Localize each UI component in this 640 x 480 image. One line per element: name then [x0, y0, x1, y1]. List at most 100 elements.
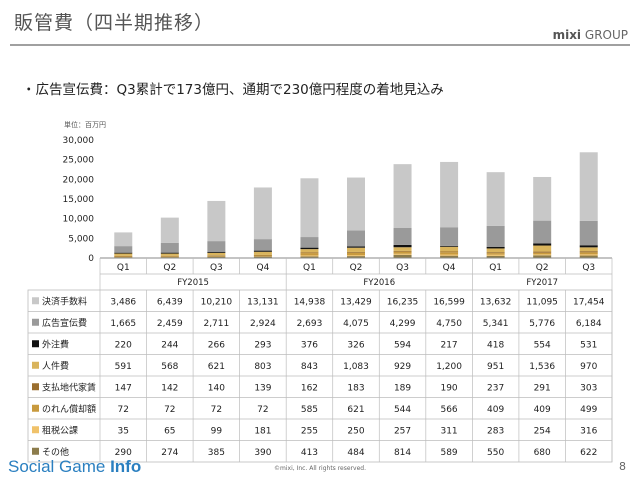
y-tick-label: 0 [88, 254, 94, 264]
bar-segment [486, 254, 505, 256]
data-cell: 290 [115, 448, 132, 458]
quarter-label: Q1 [303, 263, 316, 273]
bar-segment [300, 256, 319, 258]
page-number: 8 [619, 460, 626, 473]
bar-segment [533, 176, 552, 221]
bar-segment [347, 251, 365, 253]
data-cell: 283 [487, 426, 504, 436]
quarter-label: Q2 [536, 263, 549, 273]
bar-segment [114, 232, 133, 247]
bar-segment [300, 249, 319, 253]
bar-segment [486, 252, 505, 254]
data-cell: 1,083 [343, 362, 369, 372]
quarter-label: Q1 [117, 263, 130, 273]
data-cell: 4,299 [390, 319, 416, 329]
data-cell: 250 [347, 426, 364, 436]
data-cell: 1,200 [436, 362, 462, 372]
bar-segment [393, 254, 412, 258]
data-cell: 217 [440, 340, 457, 350]
bar-segment [533, 220, 552, 244]
bar-segment [160, 255, 179, 257]
bar-segment [114, 256, 133, 257]
bar-segment [440, 245, 459, 247]
legend-swatch [32, 383, 39, 391]
bar-segment [533, 254, 552, 256]
data-cell: 237 [487, 383, 504, 393]
page-title: 販管費（四半期推移） [14, 12, 215, 34]
legend-label: 広告宣伝費 [42, 317, 87, 329]
data-cell: 65 [164, 426, 175, 436]
fiscal-year-label: FY2015 [177, 278, 209, 288]
data-cell: 16,599 [433, 297, 465, 307]
data-cell: 183 [347, 383, 364, 393]
bar-segment [440, 251, 459, 253]
data-cell: 2,459 [157, 319, 183, 329]
bar-segment [253, 256, 272, 258]
legend-label: 外注費 [42, 338, 69, 350]
bar-segment [393, 253, 412, 255]
data-cell: 11,095 [526, 297, 558, 307]
bar-segment [207, 256, 226, 258]
bar-segment [486, 246, 505, 249]
bar-segment [253, 239, 272, 251]
quarter-label: Q2 [350, 263, 363, 273]
logo-sub: GROUP [584, 28, 628, 42]
bar-segment [533, 245, 552, 252]
data-cell: 418 [487, 340, 504, 350]
data-cell: 376 [301, 340, 318, 350]
data-cell: 568 [161, 362, 178, 372]
data-cell: 72 [164, 405, 175, 415]
data-cell: 10,210 [201, 297, 233, 307]
bar-segment [579, 255, 598, 258]
data-cell: 190 [440, 383, 457, 393]
data-cell: 622 [580, 448, 597, 458]
data-cell: 303 [580, 383, 597, 393]
data-cell: 255 [301, 426, 318, 436]
data-cell: 5,776 [529, 319, 555, 329]
data-cell: 2,924 [250, 319, 276, 329]
data-cell: 13,131 [247, 297, 279, 307]
data-cell: 390 [254, 448, 271, 458]
data-cell: 550 [487, 448, 504, 458]
data-cell: 1,536 [529, 362, 555, 372]
bar-segment [207, 255, 226, 256]
bar-segment [486, 225, 505, 247]
bar-segment [579, 245, 598, 248]
bar-segment [207, 200, 226, 242]
legend-swatch [32, 297, 39, 305]
bar-segment [253, 255, 272, 257]
bar-segment [253, 187, 272, 240]
legend-swatch [32, 404, 39, 412]
bar-segment [253, 251, 272, 255]
data-cell: 311 [440, 426, 457, 436]
bar-segment [160, 217, 179, 243]
bar-segment [207, 251, 226, 253]
bar-segment [160, 252, 179, 254]
data-cell: 266 [208, 340, 225, 350]
data-cell: 274 [161, 448, 178, 458]
bar-segment [393, 228, 412, 245]
bar-segment [579, 251, 598, 253]
bar-segment [579, 152, 598, 221]
bar-segment [440, 255, 459, 258]
data-cell: 35 [118, 426, 129, 436]
bar-segment [160, 242, 179, 253]
bar-segment [300, 255, 319, 257]
quarter-label: Q3 [582, 263, 595, 273]
bar-segment [347, 255, 365, 257]
data-cell: 3,486 [110, 297, 136, 307]
bar-segment [393, 247, 412, 251]
bar-segment [207, 256, 226, 257]
bar-segment [114, 256, 133, 258]
bar-segment [300, 247, 319, 250]
data-cell: 220 [115, 340, 132, 350]
legend-label: その他 [42, 446, 69, 458]
bar-segment [300, 237, 319, 248]
title-divider [10, 44, 630, 46]
bar-segment [347, 256, 365, 258]
unit-label: 単位：百万円 [64, 121, 106, 129]
data-cell: 951 [487, 362, 504, 372]
bar-segment [253, 255, 272, 256]
bar-segment [253, 254, 272, 256]
